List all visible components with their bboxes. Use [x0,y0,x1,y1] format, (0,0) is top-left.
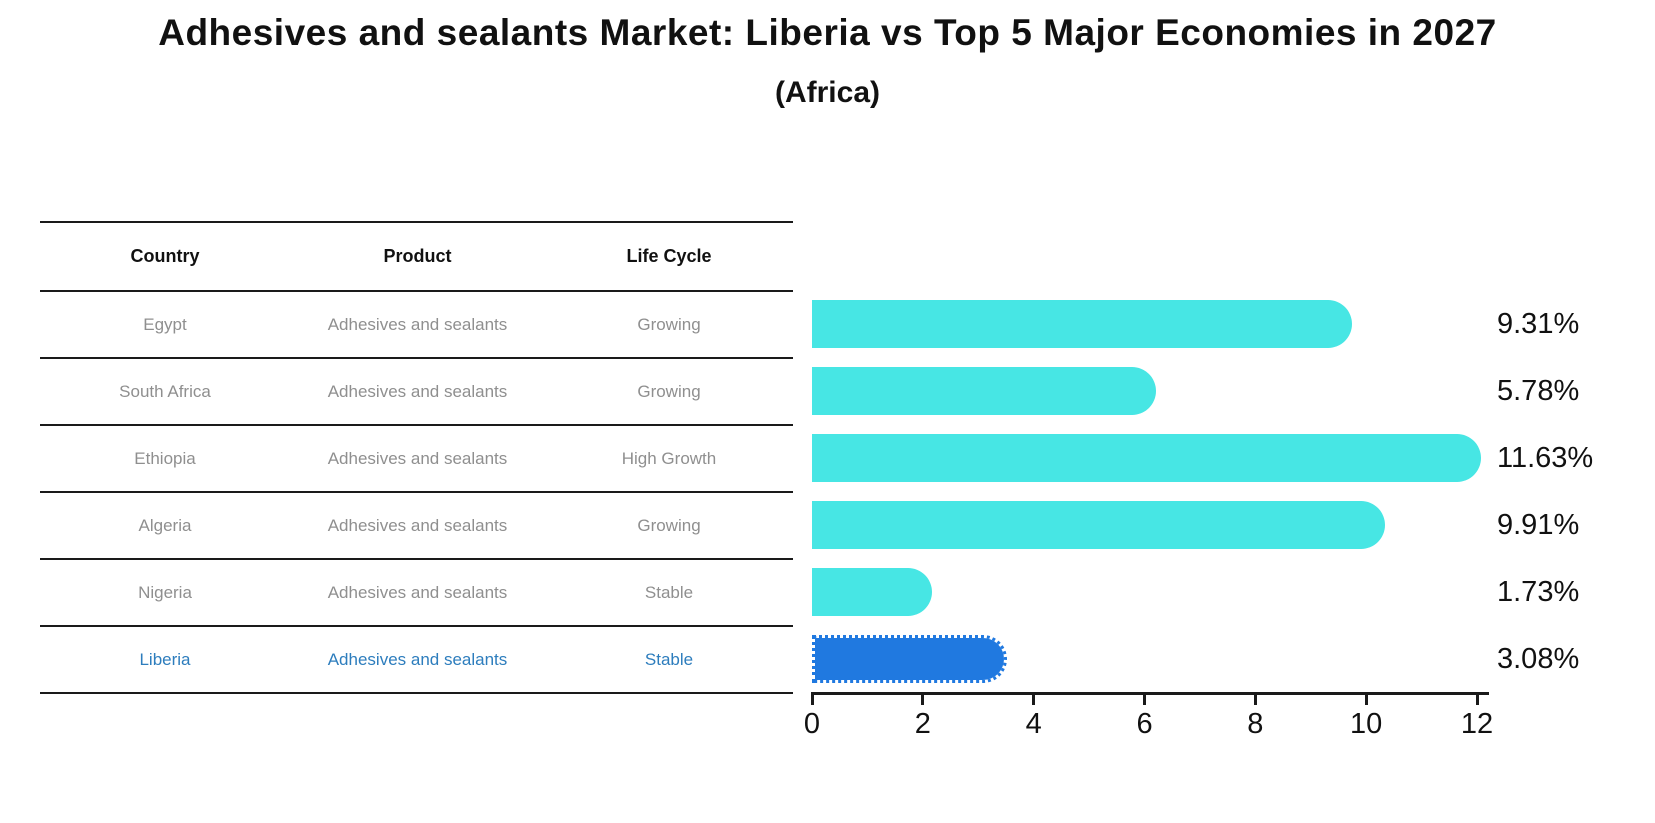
cell-product: Adhesives and sealants [327,314,508,334]
x-tick-12 [1475,695,1479,705]
x-tick-label-2: 2 [914,708,931,740]
value-label-south-africa: 5.78% [1497,374,1580,407]
cell-product: Adhesives and sealants [327,381,508,401]
cell-country: Egypt [143,314,187,334]
table-row-liberia: Liberia Adhesives and sealants Stable [40,627,793,694]
cell-life-cycle: Stable [644,582,694,602]
value-label-algeria: 9.91% [1497,508,1580,541]
cell-life-cycle: Growing [637,515,701,535]
x-axis-line [811,692,1489,695]
value-label-ethiopia: 11.63% [1497,441,1594,474]
cell-life-cycle: Stable [644,649,694,669]
column-header-life-cycle: Life Cycle [626,246,712,266]
cell-life-cycle: Growing [637,381,701,401]
x-tick-label-8: 8 [1247,708,1264,740]
column-header-country: Country [130,246,200,266]
x-tick-label-6: 6 [1136,708,1153,740]
table-body: Egypt Adhesives and sealants Growing South … [40,292,793,694]
cell-life-cycle: High Growth [621,448,717,468]
value-label-nigeria: 1.73% [1497,575,1580,608]
chart-subtitle: (Africa) [774,76,880,109]
bar-nigeria [812,567,932,616]
x-tick-label-4: 4 [1025,708,1042,740]
table-row-nigeria: Nigeria Adhesives and sealants Stable [40,560,793,627]
cell-life-cycle: Growing [637,314,701,334]
x-tick-2 [921,695,925,705]
bar-egypt [812,299,1352,348]
x-tick-label-10: 10 [1350,708,1383,740]
table-row-algeria: Algeria Adhesives and sealants Growing [40,493,793,560]
cell-product: Adhesives and sealants [327,582,508,602]
column-header-product: Product [383,246,452,266]
x-tick-6 [1143,695,1147,705]
country-table: Country Product Life Cycle Egypt Adhesive… [40,221,793,694]
x-tick-8 [1253,695,1257,705]
cell-country: Nigeria [138,582,192,602]
value-label-egypt: 9.31% [1497,307,1580,340]
bar-liberia [812,634,1007,683]
cell-product: Adhesives and sealants [327,649,508,669]
bar-south-africa [812,366,1157,415]
x-tick-10 [1364,695,1368,705]
chart-title: Adhesives and sealants Market: Liberia v… [158,12,1497,53]
cell-product: Adhesives and sealants [327,515,508,535]
table-header-row: Country Product Life Cycle [40,223,793,292]
bar-algeria [812,500,1386,549]
table-row-ethiopia: Ethiopia Adhesives and sealants High Growt… [40,426,793,493]
cell-country: South Africa [119,381,211,401]
cell-country: Algeria [138,515,192,535]
x-tick-4 [1032,695,1036,705]
bar-ethiopia [812,433,1481,482]
x-tick-0 [810,695,814,705]
table-row-egypt: Egypt Adhesives and sealants Growing [40,292,793,359]
cell-product: Adhesives and sealants [327,448,508,468]
x-tick-label-12: 12 [1460,708,1494,740]
cell-country: Ethiopia [134,448,196,468]
table-row-south-africa: South Africa Adhesives and sealants Growin… [40,359,793,426]
cell-country: Liberia [139,649,191,669]
value-label-liberia: 3.08% [1497,642,1580,675]
x-tick-label-0: 0 [803,708,821,740]
